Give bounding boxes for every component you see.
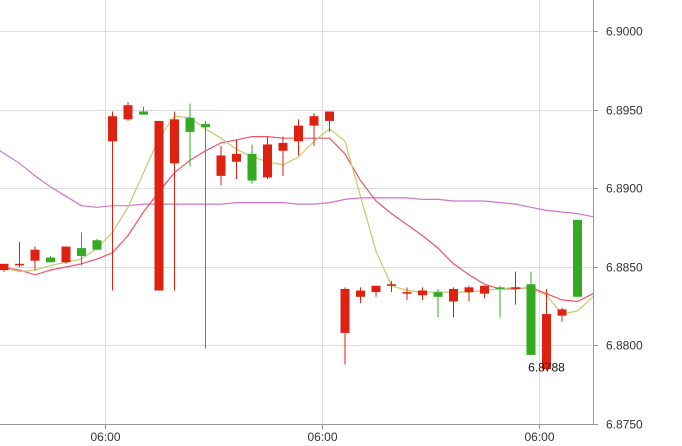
axes: 6.8750 6.8800 6.8850 6.8900 6.8950 6.9000 06:0… [0, 0, 643, 444]
candle-body [464, 287, 474, 293]
candle [61, 246, 71, 264]
candle-body [356, 290, 365, 297]
candle [573, 219, 582, 297]
annotations: 6.8788 [528, 360, 565, 374]
candle-body [449, 288, 458, 302]
x-tick-label: 06:00 [524, 430, 554, 444]
candle [557, 307, 567, 322]
y-tick-label: 6.8950 [606, 104, 643, 118]
candle [371, 285, 381, 297]
candle [449, 287, 458, 318]
candle [154, 120, 164, 291]
candle [46, 255, 55, 263]
candle-body [433, 292, 443, 297]
candle-body [340, 288, 350, 333]
candle-body [216, 155, 226, 176]
ma-short-line [0, 115, 594, 315]
candle-body [278, 142, 288, 151]
candle [294, 119, 303, 156]
candle-body [247, 153, 257, 181]
candle [309, 113, 319, 147]
candle [511, 271, 520, 305]
candle [263, 136, 272, 180]
y-tick-label: 6.8750 [606, 418, 643, 432]
candle [232, 139, 241, 180]
candle [77, 232, 86, 266]
candle [216, 146, 226, 186]
candle [185, 103, 195, 167]
candle-body [557, 309, 567, 316]
candle [340, 287, 350, 365]
candle-body [201, 124, 210, 128]
candle [325, 111, 334, 132]
candle-body [108, 116, 117, 142]
x-tick-label: 06:00 [90, 430, 120, 444]
candle-body [139, 111, 148, 115]
ma-long-line [0, 150, 594, 218]
candle [123, 102, 133, 121]
candle-series [0, 102, 582, 371]
x-tick-label: 06:00 [307, 430, 337, 444]
candle-body [526, 284, 536, 355]
candle-body [542, 314, 551, 370]
grid-lines [0, 0, 593, 425]
candle [201, 120, 210, 349]
candle-body [263, 144, 272, 178]
candle-body [46, 257, 55, 263]
y-tick-label: 6.8850 [606, 261, 643, 275]
candle [30, 246, 40, 271]
candle-body [123, 105, 133, 120]
candle [108, 111, 117, 291]
candle-body [0, 263, 9, 271]
y-tick-label: 6.8900 [606, 182, 643, 196]
candle [0, 263, 9, 272]
ma-medium-line [0, 136, 594, 303]
candle [526, 271, 536, 355]
candle-body [387, 284, 396, 286]
candle-body [232, 153, 241, 162]
candle [542, 288, 551, 371]
candle-body [61, 246, 71, 263]
candle [433, 288, 443, 318]
candle-body [573, 219, 582, 297]
candle [247, 144, 257, 184]
candle-body [185, 117, 195, 132]
candle-body [92, 240, 102, 250]
candle-body [402, 292, 412, 294]
candle [387, 281, 396, 293]
candle-body [170, 119, 179, 164]
candle [418, 287, 427, 300]
candle [15, 241, 24, 267]
candle-body [294, 125, 303, 142]
candle-body [418, 290, 427, 296]
candle-body [309, 116, 319, 126]
candle [495, 285, 505, 318]
candle-body [30, 249, 40, 261]
candle [92, 238, 102, 250]
candle-body [480, 285, 489, 294]
candle [402, 287, 412, 300]
candle-body [15, 263, 24, 266]
candle [139, 106, 148, 115]
candle-body [495, 287, 505, 289]
candle [356, 287, 365, 304]
candle [480, 285, 489, 299]
candle-body [325, 111, 334, 121]
candle [278, 136, 288, 176]
y-tick-label: 6.8800 [606, 339, 643, 353]
moving-average-lines [0, 115, 594, 315]
candle-body [154, 120, 164, 291]
candle [464, 285, 474, 302]
candle-body [511, 287, 520, 289]
candle [170, 111, 179, 291]
y-tick-label: 6.9000 [606, 25, 643, 39]
candle-body [77, 248, 86, 256]
low-price-annotation: 6.8788 [528, 360, 565, 374]
candle-body [371, 285, 381, 293]
